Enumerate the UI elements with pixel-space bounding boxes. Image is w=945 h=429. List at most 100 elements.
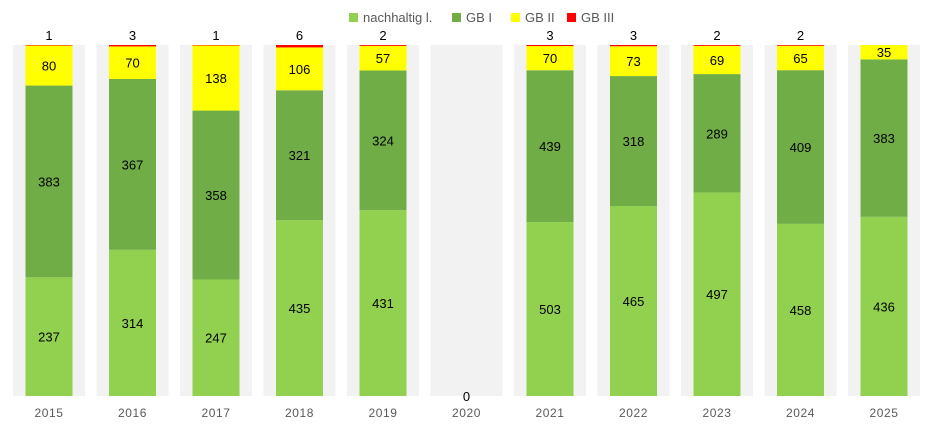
bar-segment-2018-nachhaltig-l- <box>276 220 323 396</box>
bar-segment-2022-gb-i <box>610 76 657 206</box>
data-label-2025-0: 436 <box>873 299 895 314</box>
bar-segment-2025-gb-ii <box>860 45 908 60</box>
data-label-2018-0: 435 <box>289 301 311 316</box>
x-tick-2015: 2015 <box>34 406 63 420</box>
data-label-2024-1: 409 <box>790 140 812 155</box>
x-tick-2025: 2025 <box>869 406 898 420</box>
legend: nachhaltig l. GB I GB II GB III <box>349 10 614 25</box>
data-label-2024-2: 65 <box>793 51 807 66</box>
legend-swatch-0 <box>349 13 358 22</box>
bar-segment-2015-gb-iii <box>25 45 73 46</box>
data-label-2021-1: 439 <box>539 139 561 154</box>
data-label-2025-1: 383 <box>873 131 895 146</box>
top-label-2023: 2 <box>713 28 720 43</box>
data-label-2017-0: 247 <box>205 331 227 346</box>
bar-segment-2025-nachhaltig-l- <box>860 216 908 396</box>
legend-swatch-2 <box>511 13 520 22</box>
top-label-2021: 3 <box>546 28 553 43</box>
data-label-2022-1: 318 <box>623 134 645 149</box>
data-label-2016-0: 314 <box>122 316 144 331</box>
bar-segment-2022-gb-ii <box>610 46 657 77</box>
data-label-2017-1: 358 <box>205 188 227 203</box>
x-tick-2023: 2023 <box>702 406 731 420</box>
bar-segment-2017-gb-ii <box>192 45 240 111</box>
data-label-2019-2: 57 <box>376 51 390 66</box>
data-label-2017-2: 138 <box>205 71 227 86</box>
data-label-2015-2: 80 <box>42 59 56 74</box>
bar-segment-2023-nachhaltig-l- <box>693 192 741 396</box>
top-label-2022: 3 <box>630 28 637 43</box>
data-label-2022-0: 465 <box>623 294 645 309</box>
bar-segment-2015-nachhaltig-l- <box>25 277 73 396</box>
data-label-2023-0: 497 <box>706 287 728 302</box>
data-label-2021-2: 70 <box>543 51 557 66</box>
bar-segment-2024-gb-iii <box>777 45 824 46</box>
bar-segment-2021-gb-i <box>526 70 574 223</box>
data-label-2021-0: 503 <box>539 302 561 317</box>
legend-label-2: GB II <box>525 10 555 25</box>
bar-segment-2016-gb-iii <box>109 45 156 47</box>
bar-segment-2025-gb-i <box>860 59 908 217</box>
top-label-2016: 3 <box>129 28 136 43</box>
top-label-2018: 6 <box>296 28 303 43</box>
data-label-2023-2: 69 <box>710 53 724 68</box>
legend-label-0: nachhaltig l. <box>363 10 432 25</box>
data-label-2025-2: 35 <box>877 45 891 60</box>
x-tick-2020: 2020 <box>452 406 481 420</box>
data-label-2016-2: 70 <box>125 56 139 71</box>
x-tick-2021: 2021 <box>535 406 564 420</box>
x-tick-2019: 2019 <box>368 406 397 420</box>
bar-segment-2015-gb-i <box>25 85 73 278</box>
x-tick-2022: 2022 <box>619 406 648 420</box>
bar-segment-2017-gb-i <box>192 110 240 280</box>
top-label-2017: 1 <box>212 28 219 43</box>
bar-segment-2016-nachhaltig-l- <box>109 249 156 396</box>
bar-segment-2022-nachhaltig-l- <box>610 205 657 396</box>
bar-segment-2016-gb-ii <box>109 46 156 79</box>
bar-segment-2018-gb-i <box>276 90 323 221</box>
bar-segment-2023-gb-i <box>693 74 741 193</box>
data-labels: 237 383 80 1 314 367 70 3 247 358 138 1 435 321 106 6 43… <box>38 28 895 404</box>
x-tick-2018: 2018 <box>285 406 314 420</box>
bar-segment-2024-nachhaltig-l- <box>777 223 824 396</box>
bar-segment-2023-gb-ii <box>693 45 741 75</box>
top-label-2020: 0 <box>463 389 470 404</box>
bar-segment-2019-gb-iii <box>359 45 407 46</box>
bar-segment-2018-gb-ii <box>276 47 323 91</box>
data-label-2019-1: 324 <box>372 133 394 148</box>
legend-label-1: GB I <box>466 10 492 25</box>
data-label-2023-1: 289 <box>706 126 728 141</box>
bar-segment-2021-gb-iii <box>526 45 574 47</box>
data-label-2018-1: 321 <box>289 148 311 163</box>
bar-segments <box>25 45 908 396</box>
legend-swatch-1 <box>452 13 461 22</box>
legend-swatch-3 <box>567 13 576 22</box>
data-label-2015-0: 237 <box>38 330 60 345</box>
x-tick-2024: 2024 <box>786 406 815 420</box>
bar-segment-2017-nachhaltig-l- <box>192 279 240 396</box>
x-axis-tick-labels: 2015 2016 2017 2018 2019 2020 2021 2022 2023 2024… <box>34 406 898 420</box>
bar-segment-2021-nachhaltig-l- <box>526 222 574 396</box>
column-band-2020 <box>430 45 503 396</box>
data-label-2019-0: 431 <box>372 296 394 311</box>
legend-label-3: GB III <box>581 10 614 25</box>
bar-segment-2023-gb-iii <box>693 45 741 46</box>
bar-segment-2019-gb-ii <box>359 45 407 71</box>
data-label-2018-2: 106 <box>289 62 311 77</box>
bar-segment-2019-nachhaltig-l- <box>359 210 407 396</box>
data-label-2024-0: 458 <box>790 303 812 318</box>
data-label-2022-2: 73 <box>626 54 640 69</box>
bar-segment-2021-gb-ii <box>526 46 574 71</box>
x-tick-2016: 2016 <box>118 406 147 420</box>
bar-segment-2019-gb-i <box>359 70 407 211</box>
top-label-2019: 2 <box>379 28 386 43</box>
bar-segment-2024-gb-i <box>777 70 824 224</box>
bar-segment-2015-gb-ii <box>25 45 73 86</box>
top-label-2024: 2 <box>797 28 804 43</box>
data-label-2016-1: 367 <box>122 157 144 172</box>
bar-segment-2024-gb-ii <box>777 45 824 71</box>
bar-segment-2018-gb-iii <box>276 45 323 48</box>
data-label-2015-1: 383 <box>38 174 60 189</box>
bar-segment-2016-gb-i <box>109 78 156 250</box>
